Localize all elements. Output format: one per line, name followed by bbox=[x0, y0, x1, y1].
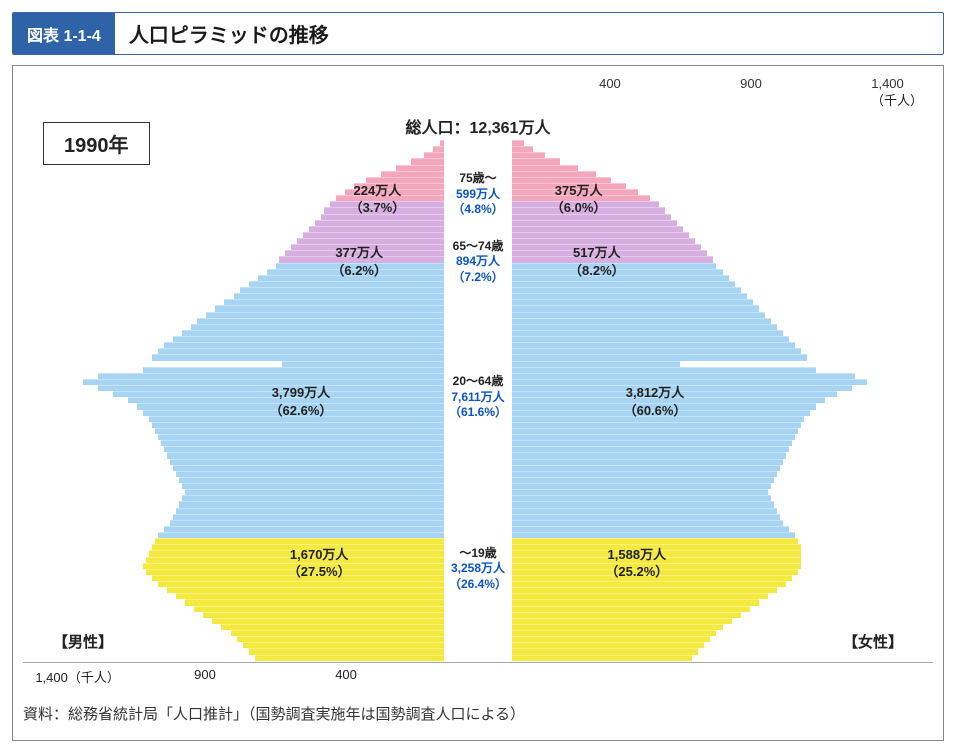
female-label: 【女性】 bbox=[843, 631, 903, 652]
population-pyramid: 75歳～599万人（4.8%） 65～74歳894万人（7.2%） 20～64歳7,… bbox=[23, 140, 933, 660]
center-strip: 75歳～599万人（4.8%） 65～74歳894万人（7.2%） 20～64歳7,… bbox=[444, 140, 512, 660]
top-tick: 1,400 bbox=[871, 76, 904, 91]
source-text: 資料：総務省統計局「人口推計」（国勢調査実施年は国勢調査人口による） bbox=[23, 703, 933, 724]
center-segment-label: 20～64歳7,611万人（61.6%） bbox=[444, 374, 512, 421]
female-segment-label: 1,588万人（25.2%） bbox=[605, 546, 668, 581]
top-tick: 400 bbox=[599, 76, 621, 91]
bot-tick: 400 bbox=[335, 667, 357, 682]
male-segment-label: 224万人（3.7%） bbox=[350, 182, 406, 217]
male-half bbox=[23, 140, 478, 660]
bot-tick: 900 bbox=[194, 667, 216, 682]
top-axis: 400 900 1,400 （千人） bbox=[23, 76, 933, 110]
male-segment-label: 3,799万人（62.6%） bbox=[270, 384, 333, 419]
axis-unit: （千人） bbox=[871, 90, 923, 109]
center-segment-label: 75歳～599万人（4.8%） bbox=[444, 171, 512, 218]
pyramid-bar bbox=[512, 655, 692, 661]
bot-tick: 1,400（千人） bbox=[35, 667, 120, 686]
pyramid-bar bbox=[255, 655, 444, 661]
figure-tag: 図表 1-1-4 bbox=[13, 13, 115, 54]
female-segment-label: 3,812万人（60.6%） bbox=[624, 384, 687, 419]
year-box: 1990年 bbox=[43, 122, 150, 165]
male-label: 【男性】 bbox=[53, 631, 113, 652]
chart-frame: 400 900 1,400 （千人） 1990年 総人口：12,361万人 75… bbox=[12, 65, 944, 741]
figure-title: 人口ピラミッドの推移 bbox=[115, 13, 943, 54]
male-segment-label: 1,670万人（27.5%） bbox=[288, 546, 351, 581]
female-bars bbox=[512, 140, 933, 660]
female-segment-label: 375万人（6.0%） bbox=[551, 182, 607, 217]
male-bars bbox=[23, 140, 444, 660]
female-half bbox=[478, 140, 933, 660]
top-tick: 900 bbox=[740, 76, 762, 91]
male-segment-label: 377万人（6.2%） bbox=[331, 244, 387, 279]
center-segment-label: 65～74歳894万人（7.2%） bbox=[444, 239, 512, 286]
female-segment-label: 517万人（8.2%） bbox=[569, 244, 625, 279]
center-segment-label: ～19歳3,258万人（26.4%） bbox=[444, 546, 512, 593]
total-population: 総人口：12,361万人 bbox=[23, 114, 933, 138]
bottom-axis: 1,400（千人） 900 400 bbox=[23, 662, 933, 691]
title-bar: 図表 1-1-4 人口ピラミッドの推移 bbox=[12, 12, 944, 55]
